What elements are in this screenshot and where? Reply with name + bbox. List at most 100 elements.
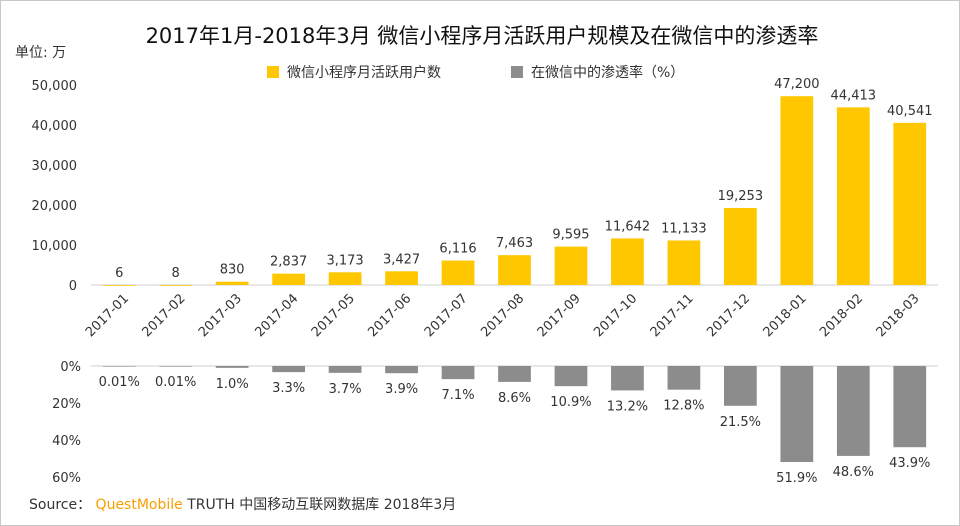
source-rest: TRUTH 中国移动互联网数据库 2018年3月 (187, 497, 457, 513)
x-tick-label: 2018-03 (874, 291, 923, 340)
penetration-data-label: 10.9% (550, 395, 591, 410)
mau-data-label: 19,253 (718, 189, 764, 204)
x-tick-label: 2017-04 (252, 291, 301, 340)
source-brand: QuestMobile (95, 497, 183, 513)
mau-data-label: 11,642 (605, 219, 651, 234)
mau-data-label: 44,413 (831, 88, 877, 103)
penetration-data-label: 48.6% (833, 465, 874, 480)
penetration-bar (780, 366, 814, 463)
legend: 微信小程序月活跃用户数 在微信中的渗透率（%） (267, 64, 684, 81)
penetration-data-label: 3.3% (272, 381, 305, 396)
penetration-data-label: 1.0% (216, 377, 249, 392)
x-tick-label: 2017-02 (140, 291, 189, 340)
x-tick-label: 2017-03 (196, 291, 245, 340)
mau-y-tick-label: 10,000 (32, 239, 78, 254)
penetration-y-tick-label: 20% (52, 397, 81, 412)
penetration-bar (893, 366, 927, 448)
x-tick-label: 2018-01 (761, 291, 810, 340)
penetration-data-label: 43.9% (889, 456, 930, 471)
unit-label: 单位: 万 (15, 45, 66, 61)
mau-bar (893, 122, 927, 285)
mau-bar (441, 260, 475, 285)
mau-data-label: 40,541 (887, 104, 933, 119)
mau-y-tick-label: 20,000 (32, 199, 78, 214)
penetration-bar (102, 366, 136, 367)
mau-bar (272, 273, 306, 285)
penetration-data-label: 13.2% (607, 399, 648, 414)
penetration-data-label: 7.1% (442, 388, 475, 403)
mau-bar (723, 207, 757, 285)
mau-bar (215, 281, 249, 285)
penetration-bar (611, 366, 644, 391)
legend-label-penetration: 在微信中的渗透率（%） (531, 64, 684, 81)
mau-y-tick-label: 50,000 (32, 79, 78, 94)
mau-bar (780, 96, 814, 285)
mau-data-label: 6 (115, 266, 123, 281)
penetration-bar (667, 366, 701, 390)
penetration-data-labels: 0.01% 0.01% 1.0% 3.3% 3.7% 3.9% 7.1% 8.6% 10.9% 1… (99, 375, 931, 486)
penetration-data-label: 3.7% (329, 382, 362, 397)
mau-data-label: 9,595 (552, 228, 589, 243)
penetration-data-label: 3.9% (385, 382, 418, 397)
mau-data-label: 2,837 (270, 255, 307, 270)
penetration-bar (159, 366, 193, 367)
penetration-bar (836, 366, 870, 456)
penetration-bar (723, 366, 757, 406)
mau-data-label: 3,427 (383, 252, 420, 267)
penetration-bar (554, 366, 588, 387)
penetration-bar (272, 366, 306, 373)
penetration-data-label: 51.9% (776, 471, 817, 486)
chart-title: 2017年1月-2018年3月 微信小程序月活跃用户规模及在微信中的渗透率 (146, 24, 819, 48)
penetration-data-label: 8.6% (498, 391, 531, 406)
x-tick-label: 2017-01 (83, 291, 132, 340)
penetration-bars (102, 366, 927, 463)
penetration-data-label: 0.01% (99, 375, 140, 390)
mau-y-tick-label: 0 (69, 279, 77, 294)
mau-bar (667, 240, 701, 285)
x-tick-label: 2017-06 (365, 291, 414, 340)
x-tick-label: 2017-12 (704, 291, 753, 340)
mau-bar (102, 284, 136, 286)
legend-swatch-mau (267, 66, 279, 78)
mau-bar (554, 246, 588, 285)
x-tick-label: 2018-02 (817, 291, 866, 340)
mau-y-tick-label: 30,000 (32, 159, 78, 174)
mau-data-label: 7,463 (496, 236, 533, 251)
mau-bar (328, 272, 362, 285)
penetration-y-tick-label: 60% (52, 471, 81, 486)
penetration-data-label: 0.01% (155, 375, 196, 390)
penetration-bar (498, 366, 531, 382)
source-note: Source： QuestMobile TRUTH 中国移动互联网数据库 201… (29, 494, 456, 514)
penetration-bar (215, 366, 249, 368)
penetration-bar (385, 366, 418, 374)
x-tick-label: 2017-07 (422, 291, 471, 340)
x-axis-tick-labels: 2017-01 2017-02 2017-03 2017-04 2017-05 2017-… (83, 291, 923, 340)
mau-data-label: 11,133 (661, 221, 707, 236)
x-tick-label: 2017-09 (535, 291, 584, 340)
mau-data-label: 47,200 (774, 77, 820, 92)
mau-y-tick-label: 40,000 (32, 119, 78, 134)
mau-bar (611, 238, 644, 285)
mau-bar (836, 107, 870, 286)
mau-data-labels: 6 8 830 2,837 3,173 3,427 6,116 7,463 9,595 11,64… (115, 77, 932, 281)
penetration-y-tick-label: 40% (52, 434, 81, 449)
x-tick-label: 2017-11 (648, 291, 697, 340)
x-tick-label: 2017-10 (591, 291, 640, 340)
mau-data-label: 8 (172, 266, 180, 281)
penetration-data-label: 12.8% (663, 399, 704, 414)
penetration-bar (328, 366, 362, 373)
mau-data-label: 3,173 (326, 253, 363, 268)
source-prefix: Source： (29, 497, 92, 513)
penetration-data-label: 21.5% (720, 415, 761, 430)
x-tick-label: 2017-05 (309, 291, 358, 340)
mau-bar (498, 255, 531, 285)
mau-bars (102, 96, 927, 286)
mau-data-label: 6,116 (439, 242, 476, 257)
legend-label-mau: 微信小程序月活跃用户数 (287, 64, 441, 81)
mau-bar (385, 271, 418, 285)
x-tick-label: 2017-08 (478, 291, 527, 340)
penetration-bar (441, 366, 475, 380)
legend-swatch-penetration (511, 66, 523, 78)
